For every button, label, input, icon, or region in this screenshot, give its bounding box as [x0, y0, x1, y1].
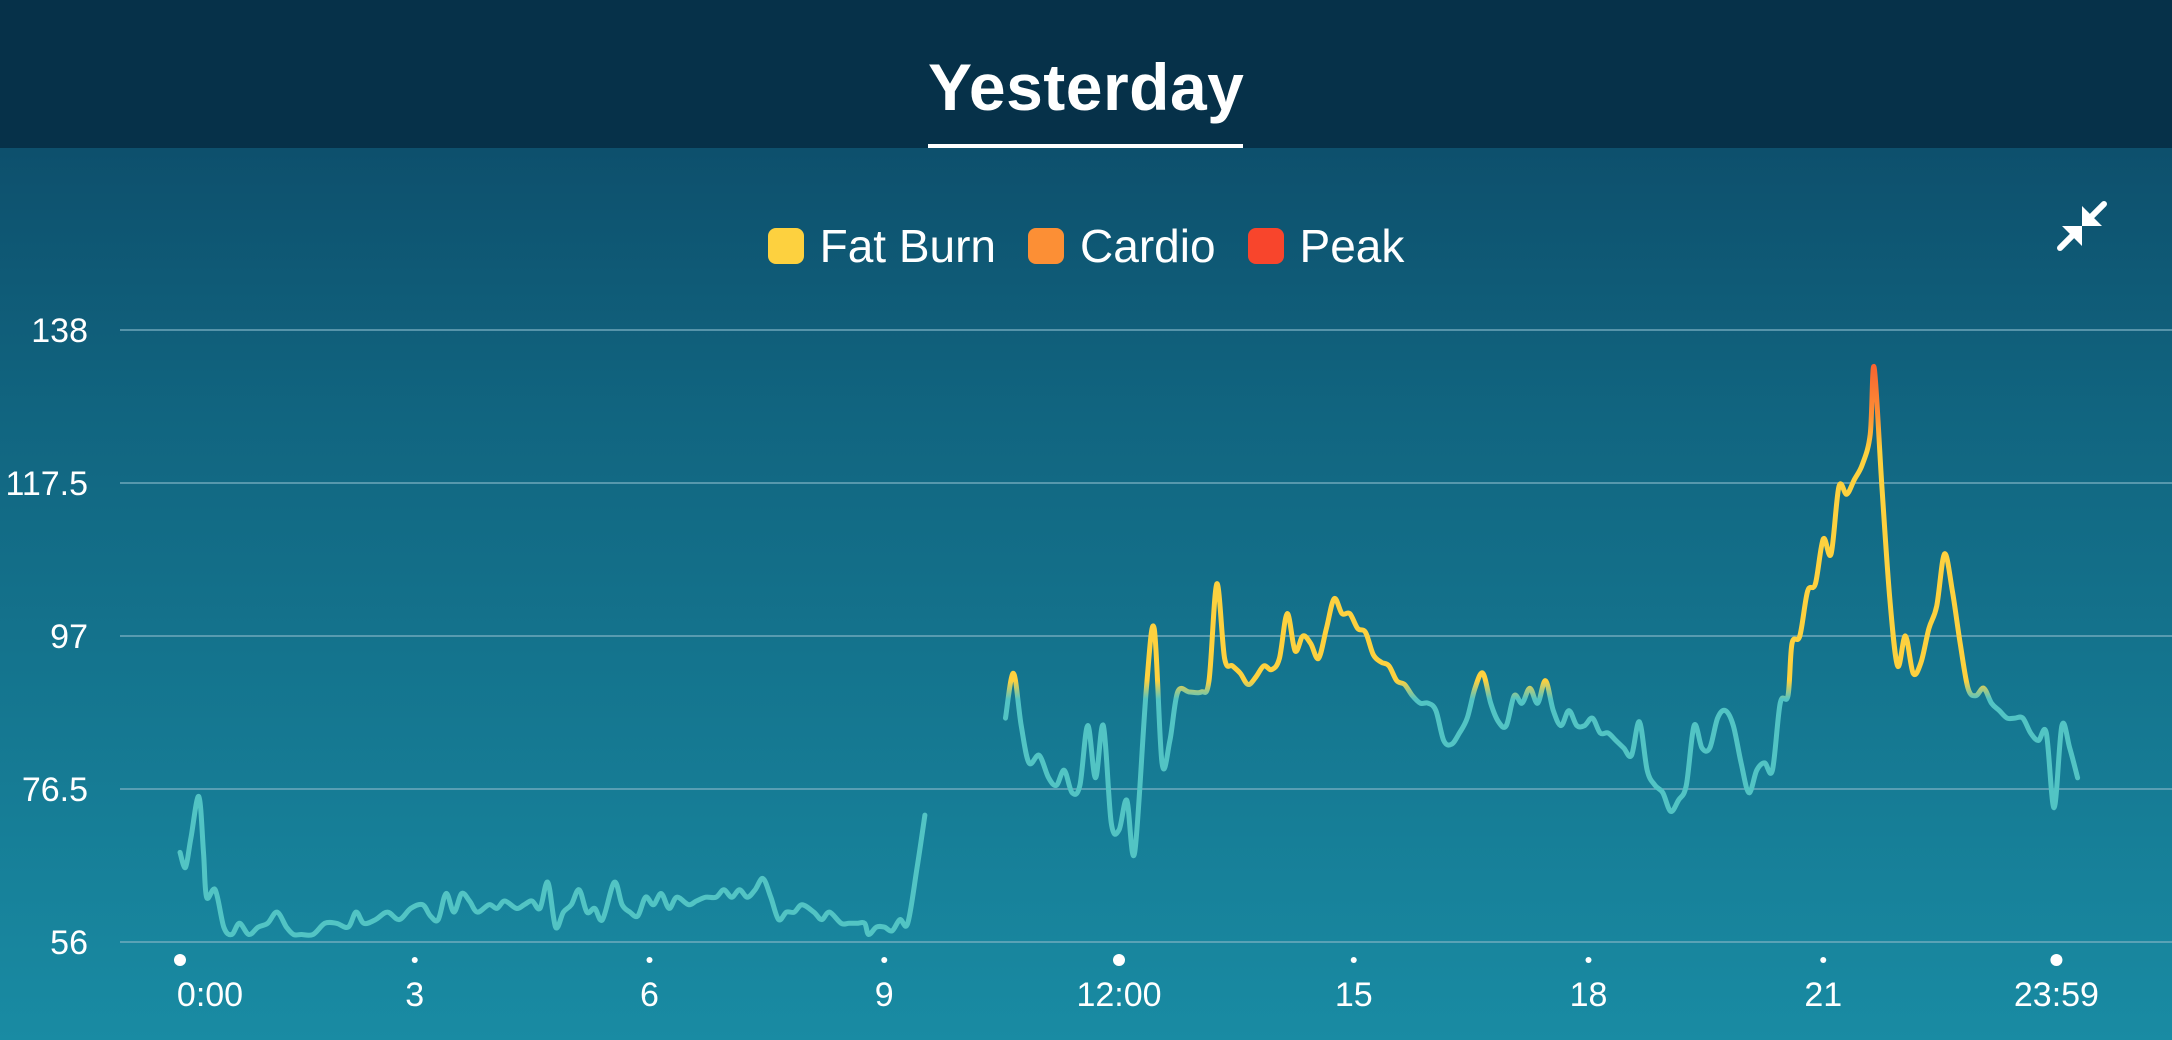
y-tick-label: 117.5: [5, 465, 88, 503]
x-tick-dot: [1113, 954, 1125, 966]
x-tick-label: 23:59: [2014, 976, 2099, 1014]
tab-yesterday[interactable]: Yesterday: [928, 44, 1245, 148]
x-tick-label: 15: [1335, 976, 1373, 1014]
y-tick-label: 138: [31, 312, 88, 350]
x-tick-label: 6: [640, 976, 659, 1014]
x-tick-label: 12:00: [1076, 976, 1161, 1014]
chart-legend: Fat Burn Cardio Peak: [0, 218, 2172, 274]
x-tick-dot: [1820, 957, 1827, 963]
x-tick-label: 18: [1570, 976, 1608, 1014]
legend-swatch-fat-burn: [767, 228, 804, 264]
legend-swatch-peak: [1247, 228, 1284, 264]
legend-label-fat-burn: Fat Burn: [819, 220, 997, 272]
legend-item-cardio: Cardio: [1028, 219, 1216, 273]
x-tick-label: 9: [875, 976, 894, 1014]
x-tick-dot: [1585, 957, 1592, 963]
header-bar: Yesterday: [0, 0, 2172, 148]
x-tick-label: 3: [405, 976, 424, 1014]
x-tick-dot: [646, 957, 653, 963]
y-tick-label: 56: [50, 924, 88, 962]
tab-active-underline: [928, 144, 1243, 148]
collapse-button[interactable]: [2052, 196, 2112, 256]
x-tick-dot: [2050, 954, 2063, 966]
x-tick-dot: [411, 957, 418, 963]
x-tick-dot: [1350, 957, 1357, 963]
x-tick-dot: [881, 957, 888, 963]
collapse-arrows-icon: [2057, 201, 2107, 251]
x-tick-label: 21: [1804, 976, 1842, 1014]
y-tick-label: 76.5: [22, 771, 88, 809]
x-tick-label: 0:00: [177, 976, 243, 1014]
legend-label-cardio: Cardio: [1080, 220, 1216, 272]
heart-rate-line-segment-2: [1003, 364, 2081, 859]
legend-swatch-cardio: [1028, 228, 1065, 264]
x-tick-dot: [174, 954, 186, 966]
legend-item-peak: Peak: [1247, 219, 1405, 273]
y-tick-label: 97: [50, 618, 88, 656]
legend-item-fat-burn: Fat Burn: [767, 219, 997, 273]
heart-rate-line-segment-1: [177, 793, 928, 938]
legend-label-peak: Peak: [1299, 220, 1405, 272]
tab-label: Yesterday: [928, 50, 1245, 124]
